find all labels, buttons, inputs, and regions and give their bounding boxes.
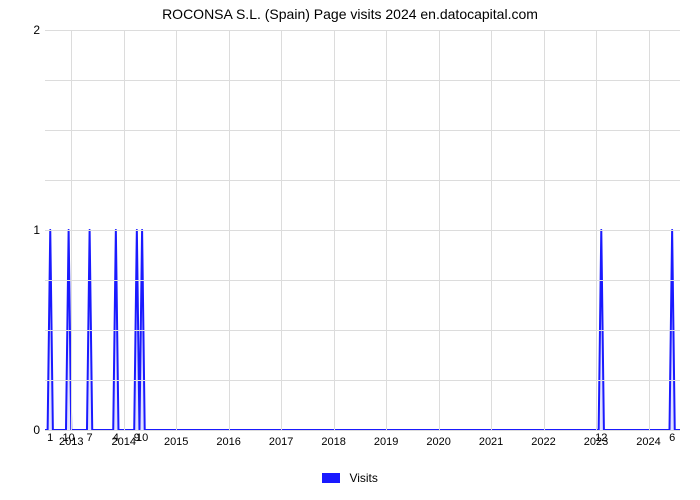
- plot-area: [45, 30, 680, 431]
- gridline-v: [71, 30, 72, 430]
- gridline-h: [45, 180, 680, 181]
- x-year-label: 2017: [269, 436, 293, 448]
- x-year-label: 2024: [636, 436, 660, 448]
- gridline-v: [124, 30, 125, 430]
- gridline-h: [45, 30, 680, 31]
- x-value-label: 10: [62, 432, 74, 444]
- x-value-label: 1: [47, 432, 53, 444]
- y-tick-label: 0: [10, 423, 40, 437]
- x-year-label: 2016: [216, 436, 240, 448]
- gridline-v: [439, 30, 440, 430]
- y-tick-label: 2: [10, 23, 40, 37]
- x-year-label: 2020: [426, 436, 450, 448]
- gridline-h: [45, 380, 680, 381]
- gridline-v: [596, 30, 597, 430]
- gridline-v: [649, 30, 650, 430]
- legend-label: Visits: [349, 471, 377, 485]
- x-value-label: 12: [595, 432, 607, 444]
- gridline-v: [229, 30, 230, 430]
- gridline-v: [544, 30, 545, 430]
- x-year-label: 2022: [531, 436, 555, 448]
- gridline-h: [45, 430, 680, 431]
- gridline-v: [281, 30, 282, 430]
- x-value-label: 10: [136, 432, 148, 444]
- x-year-label: 2021: [479, 436, 503, 448]
- y-tick-label: 1: [10, 223, 40, 237]
- gridline-h: [45, 330, 680, 331]
- gridline-h: [45, 80, 680, 81]
- x-value-label: 6: [669, 432, 675, 444]
- gridline-h: [45, 130, 680, 131]
- gridline-v: [334, 30, 335, 430]
- x-year-label: 2015: [164, 436, 188, 448]
- gridline-v: [176, 30, 177, 430]
- x-year-label: 2019: [374, 436, 398, 448]
- gridline-v: [491, 30, 492, 430]
- chart-title: ROCONSA S.L. (Spain) Page visits 2024 en…: [0, 6, 700, 22]
- gridline-v: [386, 30, 387, 430]
- x-year-label: 2018: [321, 436, 345, 448]
- gridline-h: [45, 280, 680, 281]
- legend-swatch: [322, 473, 340, 483]
- x-value-label: 7: [87, 432, 93, 444]
- gridline-h: [45, 230, 680, 231]
- chart-container: ROCONSA S.L. (Spain) Page visits 2024 en…: [0, 0, 700, 500]
- x-value-label: 4: [113, 432, 119, 444]
- legend: Visits: [0, 470, 700, 485]
